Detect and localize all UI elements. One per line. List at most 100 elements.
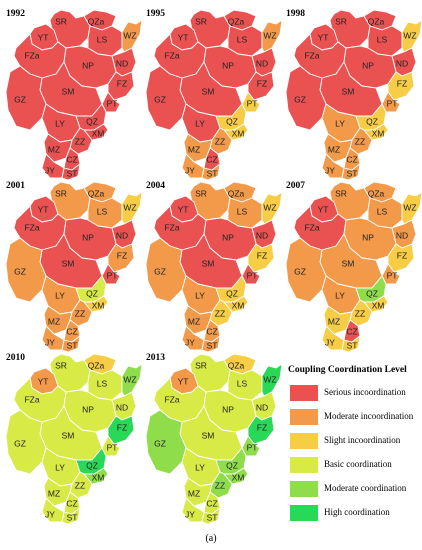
region-label-xm: XM — [92, 300, 105, 310]
region-label-yt: YT — [178, 204, 189, 214]
region-label-fza: FZa — [24, 222, 39, 232]
region-label-pt: PT — [247, 442, 258, 452]
legend-item-label: Moderate coordination — [324, 483, 407, 493]
region-label-gz: GZ — [294, 94, 306, 104]
region-label-ls: LS — [237, 378, 248, 388]
region-label-ly: LY — [55, 290, 65, 300]
region-label-sm: SM — [342, 86, 355, 96]
region-st-2013 — [201, 507, 221, 525]
region-fz-1995 — [247, 71, 275, 101]
region-label-qza: QZa — [88, 360, 105, 370]
region-fz-2013 — [247, 415, 275, 445]
region-label-zz: ZZ — [355, 308, 365, 318]
region-label-sm: SM — [62, 430, 75, 440]
legend-item-label: Moderate incoordination — [324, 411, 414, 421]
region-label-st: ST — [347, 168, 358, 178]
region-label-zz: ZZ — [355, 136, 365, 146]
legend-swatch — [290, 385, 318, 401]
region-ls-2010 — [87, 369, 123, 401]
region-label-ls: LS — [97, 206, 108, 216]
year-label: 2004 — [146, 181, 165, 191]
region-label-wz: WZ — [403, 202, 416, 212]
region-label-jy: JY — [185, 509, 195, 519]
region-label-nd: ND — [256, 58, 268, 68]
region-label-ly: LY — [335, 118, 345, 128]
region-label-nd: ND — [396, 230, 408, 240]
region-label-qz: QZ — [86, 460, 98, 470]
region-label-ls: LS — [377, 206, 388, 216]
region-fz-2001 — [107, 243, 135, 273]
region-label-sm: SM — [62, 86, 75, 96]
year-label: 2001 — [6, 181, 25, 191]
region-fz-2010 — [107, 415, 135, 445]
region-label-yt: YT — [38, 204, 49, 214]
region-label-gz: GZ — [154, 266, 166, 276]
region-label-mz: MZ — [328, 144, 340, 154]
region-label-qz: QZ — [226, 288, 238, 298]
region-label-xm: XM — [232, 300, 245, 310]
region-label-ly: LY — [335, 290, 345, 300]
region-label-np: NP — [82, 60, 94, 70]
region-fz-1998 — [387, 71, 415, 101]
region-label-ly: LY — [195, 462, 205, 472]
year-label: 2013 — [146, 353, 165, 363]
region-ls-1995 — [227, 25, 263, 57]
region-label-sr: SR — [195, 360, 207, 370]
region-label-xm: XM — [92, 128, 105, 138]
region-label-fz: FZ — [117, 78, 127, 88]
legend-title: Coupling Coordination Level — [288, 365, 407, 375]
region-label-pt: PT — [247, 98, 258, 108]
region-label-fz: FZ — [257, 78, 267, 88]
region-label-qza: QZa — [368, 188, 385, 198]
region-label-sm: SM — [202, 86, 215, 96]
region-label-qza: QZa — [228, 16, 245, 26]
region-label-st: ST — [347, 340, 358, 350]
region-label-ly: LY — [195, 290, 205, 300]
region-label-fz: FZ — [257, 422, 267, 432]
region-label-np: NP — [222, 404, 234, 414]
region-label-yt: YT — [178, 32, 189, 42]
region-wz-2007 — [401, 191, 422, 225]
legend-item-label: Serious incoordination — [324, 387, 406, 397]
map-panel-2013: SR QZa LS WZ YT ND FZa NP SM FZ PT GZ LY QZ XM ZZ MZ CZ JY… — [145, 353, 283, 525]
region-label-st: ST — [207, 168, 218, 178]
region-st-2001 — [61, 335, 81, 353]
region-label-fza: FZa — [164, 394, 179, 404]
region-ls-2001 — [87, 197, 123, 229]
region-label-xm: XM — [372, 128, 385, 138]
region-st-2007 — [341, 335, 361, 353]
region-st-1995 — [201, 163, 221, 181]
region-label-yt: YT — [318, 32, 329, 42]
region-label-gz: GZ — [154, 94, 166, 104]
region-label-np: NP — [222, 232, 234, 242]
region-ls-1992 — [87, 25, 123, 57]
region-wz-2013 — [261, 363, 283, 397]
region-label-zz: ZZ — [215, 480, 225, 490]
region-label-sr: SR — [55, 16, 67, 26]
region-label-cz: CZ — [346, 326, 357, 336]
legend-item-label: High coordination — [324, 507, 390, 517]
year-label: 2010 — [6, 353, 25, 363]
year-label: 1998 — [286, 9, 305, 19]
region-label-mz: MZ — [48, 144, 60, 154]
region-label-np: NP — [362, 60, 374, 70]
region-label-cz: CZ — [206, 326, 217, 336]
region-label-ls: LS — [97, 378, 108, 388]
region-label-zz: ZZ — [75, 136, 85, 146]
region-label-sr: SR — [55, 360, 67, 370]
region-label-ls: LS — [97, 34, 108, 44]
region-st-2010 — [61, 507, 81, 525]
legend-item-label: Slight incoordination — [324, 435, 401, 445]
region-label-fz: FZ — [117, 250, 127, 260]
region-label-wz: WZ — [123, 30, 136, 40]
region-label-ls: LS — [237, 206, 248, 216]
region-wz-2001 — [121, 191, 143, 225]
region-label-pt: PT — [107, 98, 118, 108]
region-label-fz: FZ — [257, 250, 267, 260]
region-ls-2007 — [367, 197, 403, 229]
map-panel-1998: SR QZa LS WZ YT ND FZa NP SM FZ PT GZ LY QZ XM ZZ MZ CZ JY… — [285, 9, 422, 181]
region-label-qza: QZa — [228, 188, 245, 198]
region-label-np: NP — [362, 232, 374, 242]
region-label-xm: XM — [232, 472, 245, 482]
region-label-fz: FZ — [397, 250, 407, 260]
